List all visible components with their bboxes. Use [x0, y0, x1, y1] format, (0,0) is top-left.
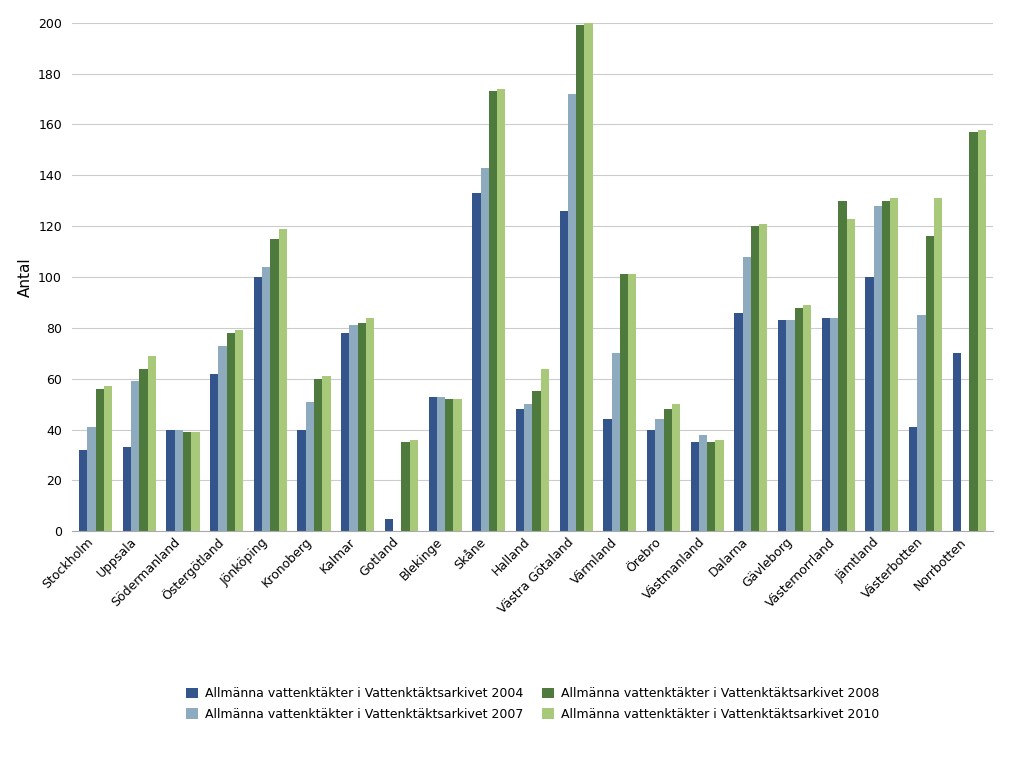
Bar	[795, 307, 803, 531]
Bar	[918, 315, 926, 531]
Bar	[708, 442, 716, 531]
Bar	[970, 132, 978, 531]
Legend: Allmänna vattenktäkter i Vattenktäktsarkivet 2004, Allmänna vattenktäkter i Vatt: Allmänna vattenktäkter i Vattenktäktsark…	[181, 682, 884, 726]
Bar	[454, 399, 462, 531]
Bar	[480, 168, 488, 531]
Bar	[323, 376, 331, 531]
Bar	[532, 392, 541, 531]
Bar	[366, 318, 375, 531]
Bar	[699, 435, 708, 531]
Bar	[445, 399, 454, 531]
Bar	[79, 450, 87, 531]
Bar	[909, 427, 918, 531]
Bar	[183, 432, 191, 531]
Bar	[488, 91, 497, 531]
Bar	[952, 353, 961, 531]
Bar	[191, 432, 200, 531]
Bar	[226, 333, 236, 531]
Bar	[821, 318, 829, 531]
Bar	[472, 193, 480, 531]
Bar	[628, 275, 637, 531]
Bar	[690, 442, 699, 531]
Bar	[139, 369, 147, 531]
Bar	[147, 356, 156, 531]
Bar	[254, 277, 262, 531]
Bar	[603, 420, 611, 531]
Bar	[541, 369, 549, 531]
Bar	[104, 386, 113, 531]
Bar	[829, 318, 839, 531]
Bar	[314, 379, 323, 531]
Bar	[751, 226, 759, 531]
Bar	[349, 326, 357, 531]
Bar	[385, 518, 393, 531]
Bar	[847, 219, 855, 531]
Bar	[839, 200, 847, 531]
Y-axis label: Antal: Antal	[17, 257, 33, 297]
Bar	[890, 198, 898, 531]
Bar	[298, 430, 306, 531]
Bar	[279, 228, 287, 531]
Bar	[516, 409, 524, 531]
Bar	[716, 439, 724, 531]
Bar	[672, 404, 680, 531]
Bar	[262, 267, 270, 531]
Bar	[357, 323, 366, 531]
Bar	[759, 224, 767, 531]
Bar	[95, 389, 104, 531]
Bar	[167, 430, 175, 531]
Bar	[175, 430, 183, 531]
Bar	[611, 353, 620, 531]
Bar	[978, 130, 986, 531]
Bar	[341, 333, 349, 531]
Bar	[934, 198, 942, 531]
Bar	[865, 277, 873, 531]
Bar	[873, 206, 882, 531]
Bar	[236, 330, 244, 531]
Bar	[585, 23, 593, 531]
Bar	[803, 305, 811, 531]
Bar	[410, 439, 418, 531]
Bar	[568, 94, 577, 531]
Bar	[742, 257, 751, 531]
Bar	[306, 402, 314, 531]
Bar	[647, 430, 655, 531]
Bar	[734, 313, 742, 531]
Bar	[87, 427, 95, 531]
Bar	[882, 200, 890, 531]
Bar	[926, 236, 934, 531]
Bar	[218, 345, 226, 531]
Bar	[123, 447, 131, 531]
Bar	[778, 320, 786, 531]
Bar	[437, 396, 445, 531]
Bar	[401, 442, 410, 531]
Bar	[210, 373, 218, 531]
Bar	[577, 25, 585, 531]
Bar	[524, 404, 532, 531]
Bar	[131, 381, 139, 531]
Bar	[559, 211, 568, 531]
Bar	[497, 89, 506, 531]
Bar	[655, 420, 664, 531]
Bar	[786, 320, 795, 531]
Bar	[270, 239, 279, 531]
Bar	[428, 396, 437, 531]
Bar	[620, 275, 628, 531]
Bar	[664, 409, 672, 531]
